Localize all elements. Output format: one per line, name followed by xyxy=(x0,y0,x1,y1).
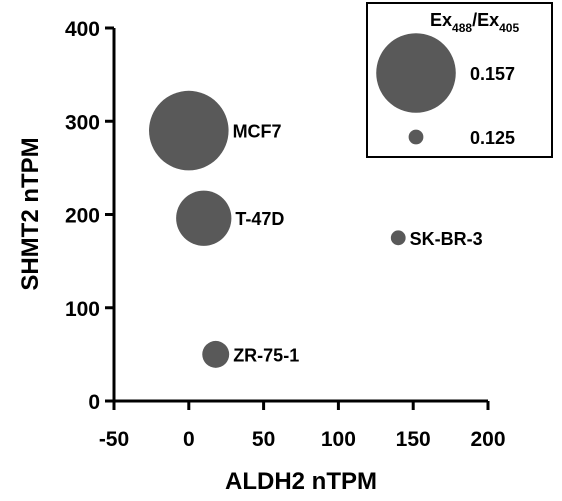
legend-bubble xyxy=(376,33,456,113)
y-tick-label: 300 xyxy=(65,111,100,134)
y-tick-label: 0 xyxy=(88,391,100,414)
legend-label: 0.157 xyxy=(470,64,515,84)
x-ticks: -50 0 50 100 150 200 xyxy=(99,401,506,451)
y-ticks: 0 100 200 300 400 xyxy=(65,18,114,414)
legend-title-sub2: 405 xyxy=(499,21,519,35)
legend-entries: 0.157 0.125 xyxy=(376,33,515,148)
legend-bubble xyxy=(408,129,424,145)
bubble-point xyxy=(176,190,232,246)
legend-title: Ex488/Ex405 xyxy=(430,10,519,35)
bubbles: MCF7 T-47D SK-BR-3 ZR-75-1 xyxy=(149,90,483,368)
x-axis-title: ALDH2 nTPM xyxy=(225,468,377,495)
legend: Ex488/Ex405 0.157 0.125 xyxy=(366,2,553,158)
x-tick-label: 100 xyxy=(321,428,356,451)
y-tick-label: 200 xyxy=(65,205,100,228)
y-tick-label: 400 xyxy=(65,18,100,41)
x-tick-label: 50 xyxy=(252,428,275,451)
x-tick-label: 200 xyxy=(470,428,505,451)
bubble-label: MCF7 xyxy=(233,122,282,142)
bubble-label: T-47D xyxy=(235,209,284,229)
bubble-label: SK-BR-3 xyxy=(410,229,483,249)
x-tick-label: -50 xyxy=(99,428,129,451)
x-tick-label: 150 xyxy=(396,428,431,451)
bubble-label: ZR-75-1 xyxy=(233,345,299,365)
y-tick-label: 100 xyxy=(65,298,100,321)
y-axis-title: SHMT2 nTPM xyxy=(17,137,44,290)
bubble-point xyxy=(149,90,229,171)
legend-label: 0.125 xyxy=(470,128,515,148)
legend-title-ex1: Ex xyxy=(430,10,452,30)
legend-title-sub1: 488 xyxy=(452,21,472,35)
bubble-point xyxy=(390,230,406,246)
x-tick-label: 0 xyxy=(183,428,195,451)
legend-title-ex2: /Ex xyxy=(472,10,499,30)
bubble-point xyxy=(202,340,230,368)
